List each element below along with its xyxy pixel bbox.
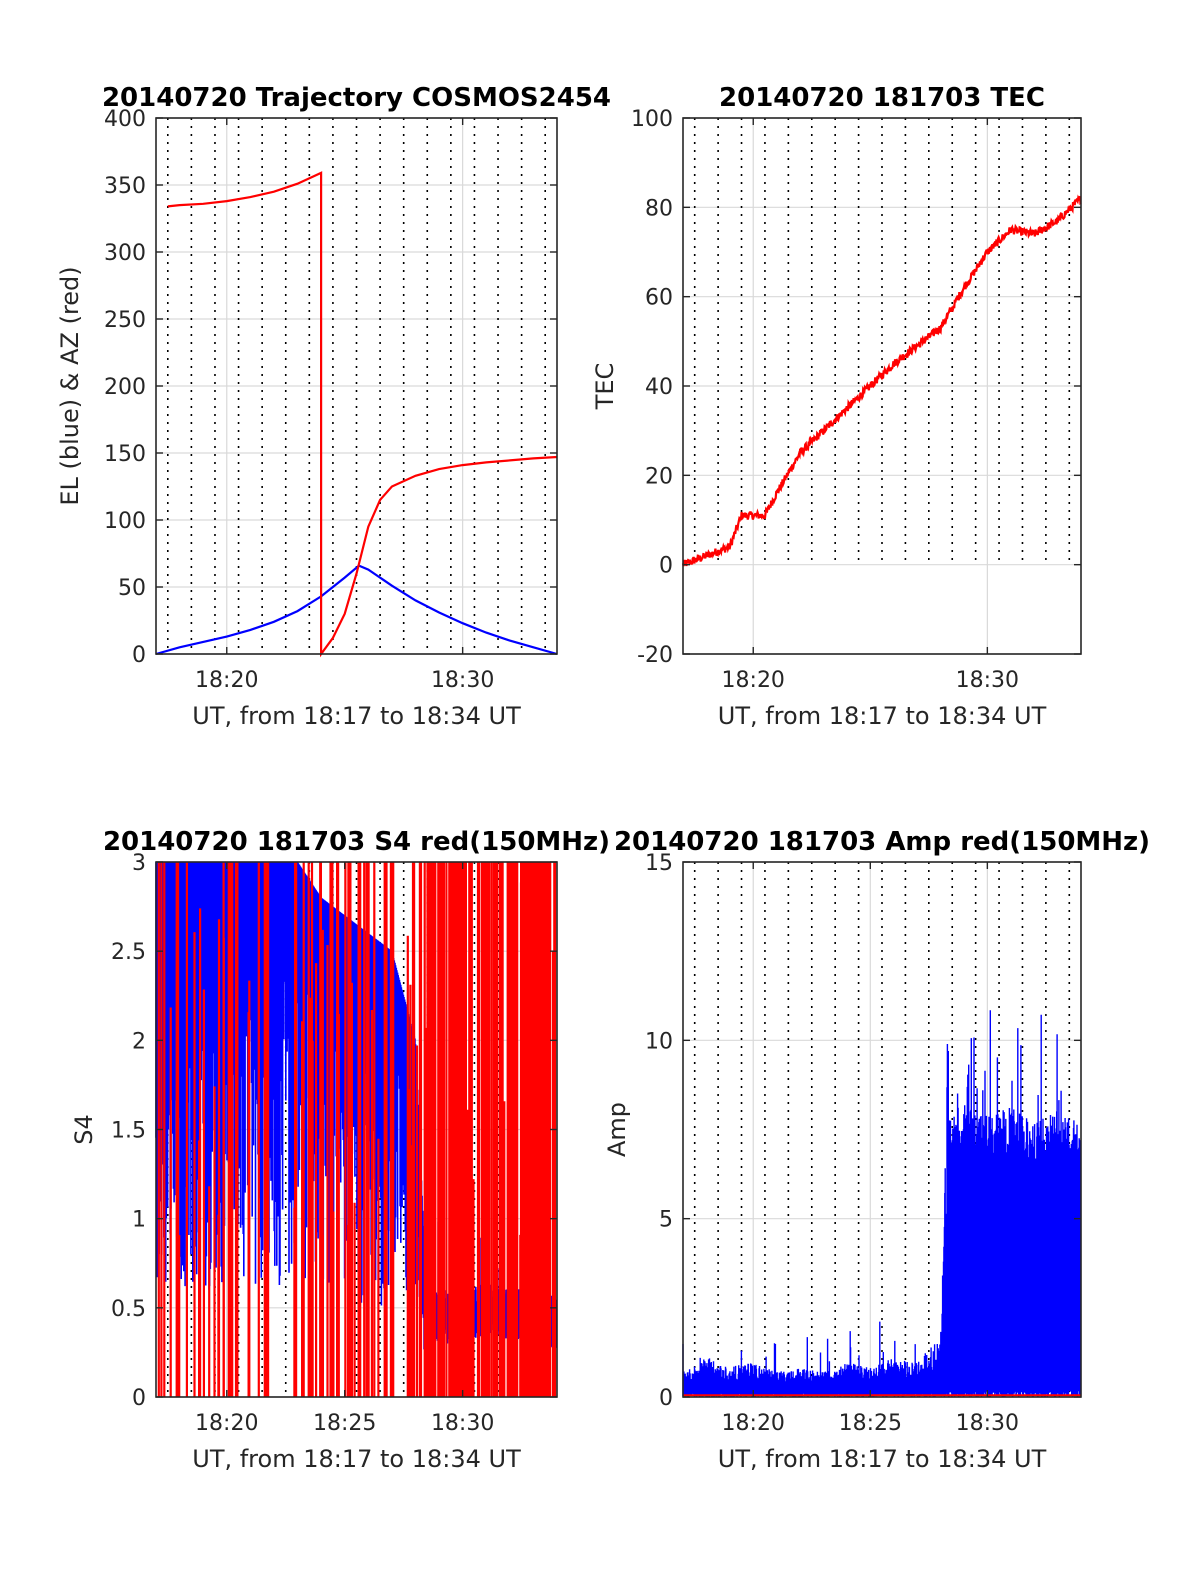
axes-box — [682, 861, 1082, 1398]
x-tick-label: 18:30 — [956, 668, 1019, 693]
x-tick-label: 18:25 — [839, 1411, 902, 1436]
y-tick-label: 2.5 — [111, 940, 146, 965]
y-tick-label: 60 — [645, 286, 673, 311]
y-tick-label: -20 — [637, 643, 673, 668]
y-tick-label: 1.5 — [111, 1119, 146, 1144]
x-tick-label: 18:25 — [313, 1411, 376, 1436]
x-tick-label: 18:20 — [722, 1411, 785, 1436]
y-tick-label: 5 — [659, 1208, 673, 1233]
x-tick-label: 18:20 — [195, 668, 258, 693]
y-tick-label: 150 — [104, 442, 146, 467]
y-tick-label: 2 — [132, 1029, 146, 1054]
y-tick-label: 350 — [104, 174, 146, 199]
y-tick-label: 250 — [104, 308, 146, 333]
y-axis-label: Amp — [603, 1102, 631, 1157]
y-tick-label: 400 — [104, 107, 146, 132]
y-tick-label: 15 — [645, 851, 673, 876]
chart-title: 20140720 181703 Amp red(150MHz) — [614, 827, 1150, 857]
y-tick-label: 0.5 — [111, 1297, 146, 1322]
chart-top-left: 0 50 100 150 200 250 300 350 400 18:20 18:30 201407… — [56, 83, 611, 730]
x-tick-label: 18:30 — [956, 1411, 1019, 1436]
y-tick-label: 50 — [118, 576, 146, 601]
y-tick-label: 3 — [132, 851, 146, 876]
y-tick-label: 20 — [645, 464, 673, 489]
x-axis-label: UT, from 18:17 to 18:34 UT — [718, 1445, 1047, 1473]
y-axis-label: EL (blue) & AZ (red) — [56, 266, 84, 505]
chart-top-right: -20 0 20 40 60 80 100 18:20 18:30 20140720 181703… — [591, 83, 1082, 730]
chart-bottom-left: 0 0.5 1 1.5 2 2.5 3 18:20 18:25 18:30 20140720 181… — [70, 827, 610, 1473]
y-axis-label: S4 — [70, 1114, 98, 1145]
y-tick-label: 0 — [659, 1386, 673, 1411]
x-tick-label: 18:20 — [722, 668, 785, 693]
x-axis-label: UT, from 18:17 to 18:34 UT — [192, 1445, 521, 1473]
x-tick-label: 18:30 — [431, 1411, 494, 1436]
x-tick-label: 18:30 — [431, 668, 494, 693]
series-line-red — [681, 194, 1082, 567]
x-tick-label: 18:20 — [195, 1411, 258, 1436]
x-axis-label: UT, from 18:17 to 18:34 UT — [718, 702, 1047, 730]
y-tick-label: 300 — [104, 241, 146, 266]
y-tick-label: 0 — [132, 643, 146, 668]
x-axis-label: UT, from 18:17 to 18:34 UT — [192, 702, 521, 730]
y-tick-label: 1 — [132, 1208, 146, 1233]
chart-title: 20140720 Trajectory COSMOS2454 — [102, 83, 611, 113]
y-tick-label: 100 — [631, 107, 673, 132]
chart-title: 20140720 181703 TEC — [719, 83, 1045, 113]
series-line-red — [167, 171, 558, 658]
y-tick-label: 100 — [104, 509, 146, 534]
y-tick-label: 200 — [104, 375, 146, 400]
chart-title: 20140720 181703 S4 red(150MHz) — [103, 827, 610, 857]
y-tick-label: 0 — [659, 554, 673, 579]
y-tick-label: 80 — [645, 196, 673, 221]
chart-bottom-right: 0 5 10 15 18:20 18:25 18:30 20140720 181703 Amp… — [603, 827, 1150, 1473]
y-tick-label: 40 — [645, 375, 673, 400]
y-axis-label: TEC — [591, 363, 619, 411]
series-s4-red — [157, 862, 557, 1397]
y-tick-label: 10 — [645, 1029, 673, 1054]
y-tick-label: 0 — [132, 1386, 146, 1411]
